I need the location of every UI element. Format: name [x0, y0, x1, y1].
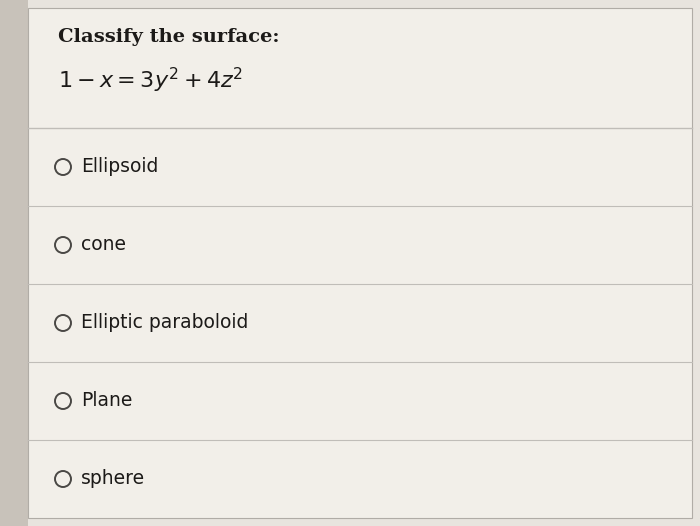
Text: Classify the surface:: Classify the surface: — [58, 28, 279, 46]
Bar — [0, 0, 28, 526]
Text: sphere: sphere — [81, 470, 145, 489]
Text: Ellipsoid: Ellipsoid — [81, 157, 158, 177]
Text: Plane: Plane — [81, 391, 132, 410]
Text: Elliptic paraboloid: Elliptic paraboloid — [81, 313, 248, 332]
Text: $1 - x = 3y^2 + 4z^2$: $1 - x = 3y^2 + 4z^2$ — [58, 66, 243, 95]
Text: cone: cone — [81, 236, 126, 255]
